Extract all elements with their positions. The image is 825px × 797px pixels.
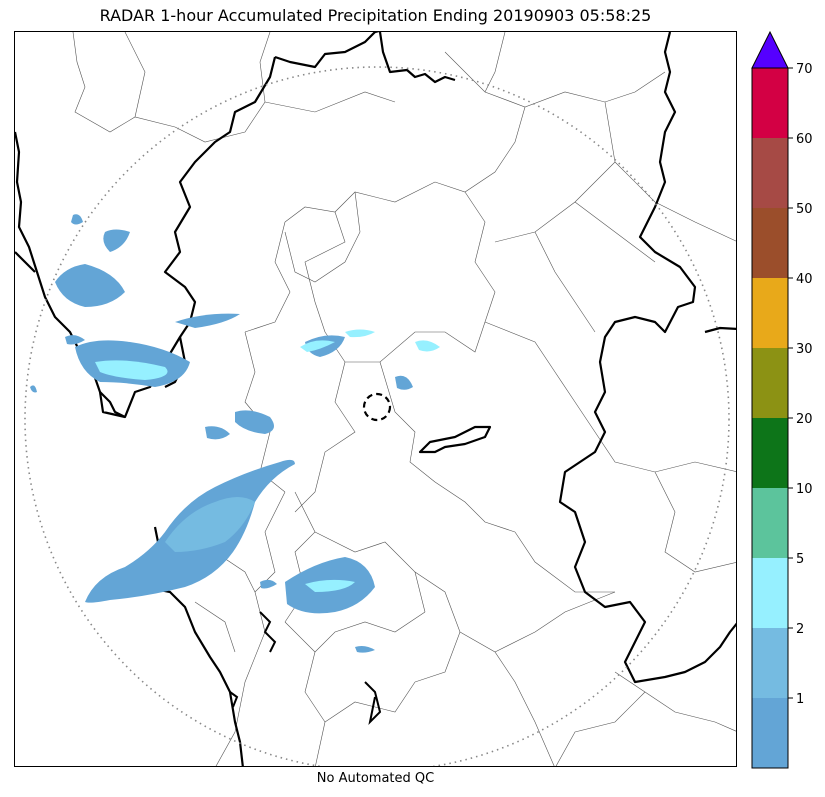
qc-status-label: No Automated QC	[316, 771, 435, 786]
colorbar-bin	[752, 138, 788, 208]
colorbar-tick-label: 50	[796, 202, 813, 217]
colorbar-bin	[752, 418, 788, 488]
district-boundaries	[72, 32, 736, 766]
colorbar-tick-label: 60	[796, 132, 813, 147]
colorbar-bin	[752, 558, 788, 628]
enclave-boundaries	[229, 611, 382, 726]
precipitation-colorbar: 1 2 5 10 20 30 40 50 60 70	[751, 30, 813, 769]
colorbar-bin	[752, 68, 788, 138]
colorbar-bin	[752, 488, 788, 558]
colorbar-tick-label: 2	[796, 622, 804, 637]
colorbar-tick-label: 70	[796, 62, 813, 77]
colorbar-bin	[752, 208, 788, 278]
radar-range-ring	[24, 66, 730, 766]
colorbar-bin	[752, 278, 788, 348]
state-boundaries	[15, 32, 736, 766]
colorbar-tick-label: 20	[796, 412, 813, 427]
colorbar-tick-label: 5	[796, 552, 804, 567]
colorbar-tick-label: 30	[796, 342, 813, 357]
precipitation-echoes	[30, 214, 440, 653]
colorbar-bin	[752, 348, 788, 418]
radar-site-marker	[362, 392, 392, 422]
colorbar-tick-label: 40	[796, 272, 813, 287]
colorbar-tick-label: 10	[796, 482, 813, 497]
map-title: RADAR 1-hour Accumulated Precipitation E…	[99, 6, 652, 25]
radar-map-canvas	[15, 32, 736, 766]
colorbar-bin	[752, 698, 788, 768]
colorbar-tick-label: 1	[796, 692, 804, 707]
radar-map[interactable]	[14, 31, 737, 767]
colorbar-overflow-triangle	[751, 30, 789, 69]
colorbar-bin	[752, 628, 788, 698]
